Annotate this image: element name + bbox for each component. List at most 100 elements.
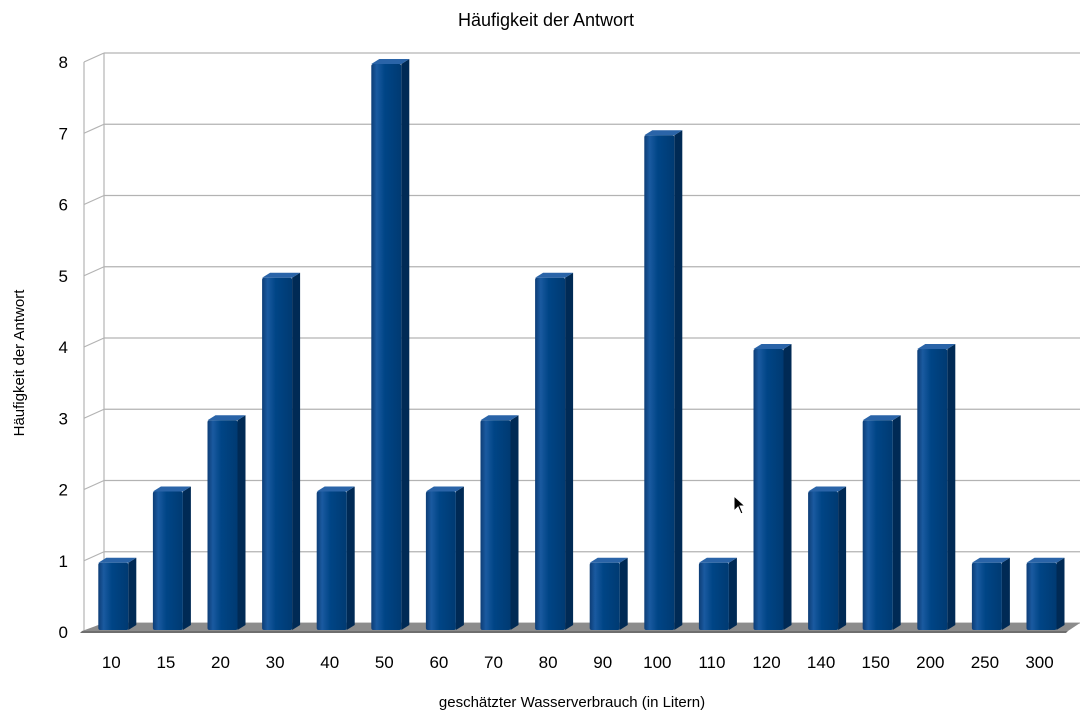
bar-front (808, 491, 839, 630)
bar-front (1026, 562, 1057, 630)
y-tick-label: 4 (59, 338, 68, 357)
bar-side (674, 130, 683, 630)
x-tick-label: 40 (320, 653, 339, 672)
bar-top (971, 557, 1010, 563)
bar-front (862, 420, 893, 630)
x-tick-label: 200 (916, 653, 944, 672)
bar-front (589, 562, 620, 630)
bar-front (316, 491, 347, 630)
bar (152, 486, 191, 630)
bar-front (698, 562, 729, 630)
x-tick-label: 120 (752, 653, 780, 672)
x-tick-label: 110 (698, 653, 725, 672)
bar-front (425, 491, 456, 630)
bar (753, 344, 792, 630)
y-tick-label: 2 (59, 481, 68, 500)
bar-side (455, 486, 464, 630)
bar (316, 486, 355, 630)
axes: 0 1 2 3 4 5 6 7 8 10 15 20 30 40 50 60 70 80 90 100 110 120 14… (59, 53, 1054, 672)
y-tick-label: 7 (59, 124, 68, 143)
bar (262, 272, 301, 630)
bar-side (838, 486, 847, 630)
floor-edge (80, 631, 1068, 633)
y-tick-label: 1 (59, 552, 68, 571)
bar-side (1001, 557, 1010, 630)
bar-top (98, 557, 137, 563)
gridline-side (83, 52, 105, 63)
bar-side (346, 486, 355, 630)
bar-side (510, 415, 519, 630)
gridline-side (83, 194, 105, 206)
bars (98, 59, 1065, 630)
bar-top (425, 486, 464, 492)
bar-top (262, 272, 301, 278)
bar-side (1056, 557, 1065, 630)
gridline-side (83, 123, 105, 134)
bar-front (644, 135, 675, 630)
bar-side (565, 272, 574, 630)
bar-top (753, 344, 792, 349)
bar-top (207, 415, 246, 421)
x-tick-label: 300 (1025, 653, 1053, 672)
chart-title: Häufigkeit der Antwort (458, 10, 634, 30)
bar-front (207, 420, 238, 630)
y-tick-label: 0 (59, 623, 68, 642)
bar (589, 557, 628, 630)
bar-front (753, 349, 784, 630)
bar-top (371, 59, 410, 64)
gridline-side (83, 408, 105, 419)
bar (371, 59, 410, 630)
bar-top (917, 344, 956, 349)
bar-front (917, 349, 948, 630)
x-tick-label: 150 (862, 653, 890, 672)
bar-front (262, 277, 293, 630)
bar-side (728, 557, 737, 630)
x-tick-label: 10 (102, 653, 121, 672)
bar-front (152, 491, 183, 630)
bar-top (862, 415, 901, 421)
bar (1026, 557, 1065, 630)
gridline-side (83, 337, 105, 348)
gridline-side (83, 479, 105, 491)
bar (808, 486, 847, 630)
y-tick-label: 3 (59, 409, 68, 428)
bar (535, 272, 574, 630)
x-tick-label: 80 (539, 653, 558, 672)
x-tick-label: 250 (971, 653, 999, 672)
bar (425, 486, 464, 630)
bar-top (644, 130, 683, 136)
bar-side (947, 344, 956, 630)
bar-top (535, 272, 574, 278)
bar (98, 557, 137, 630)
bar-top (480, 415, 519, 421)
y-axis-label: Häufigkeit der Antwort (11, 289, 28, 437)
x-tick-label: 60 (429, 653, 448, 672)
x-tick-label: 70 (484, 653, 503, 672)
bar-top (152, 486, 191, 492)
bar (480, 415, 519, 630)
x-tick-label: 15 (156, 653, 175, 672)
x-tick-label: 50 (375, 653, 394, 672)
bar-front (971, 562, 1002, 630)
x-tick-label: 30 (266, 653, 285, 672)
x-tick-label: 100 (643, 653, 671, 672)
x-tick-label: 140 (807, 653, 835, 672)
bar (698, 557, 737, 630)
bar-front (535, 277, 566, 630)
x-axis-label: geschätzter Wasserverbrauch (in Litern) (439, 694, 705, 711)
y-tick-label: 5 (59, 267, 68, 286)
bar-top (589, 557, 628, 563)
bar-side (292, 272, 301, 630)
bar (917, 344, 956, 630)
bar-side (892, 415, 901, 630)
bar (971, 557, 1010, 630)
bar-side (237, 415, 246, 630)
bar-side (182, 486, 191, 630)
y-tick-label: 6 (59, 196, 68, 215)
bar-top (316, 486, 355, 492)
bar-front (480, 420, 511, 630)
bar-front (98, 562, 129, 630)
bar-top (698, 557, 737, 563)
